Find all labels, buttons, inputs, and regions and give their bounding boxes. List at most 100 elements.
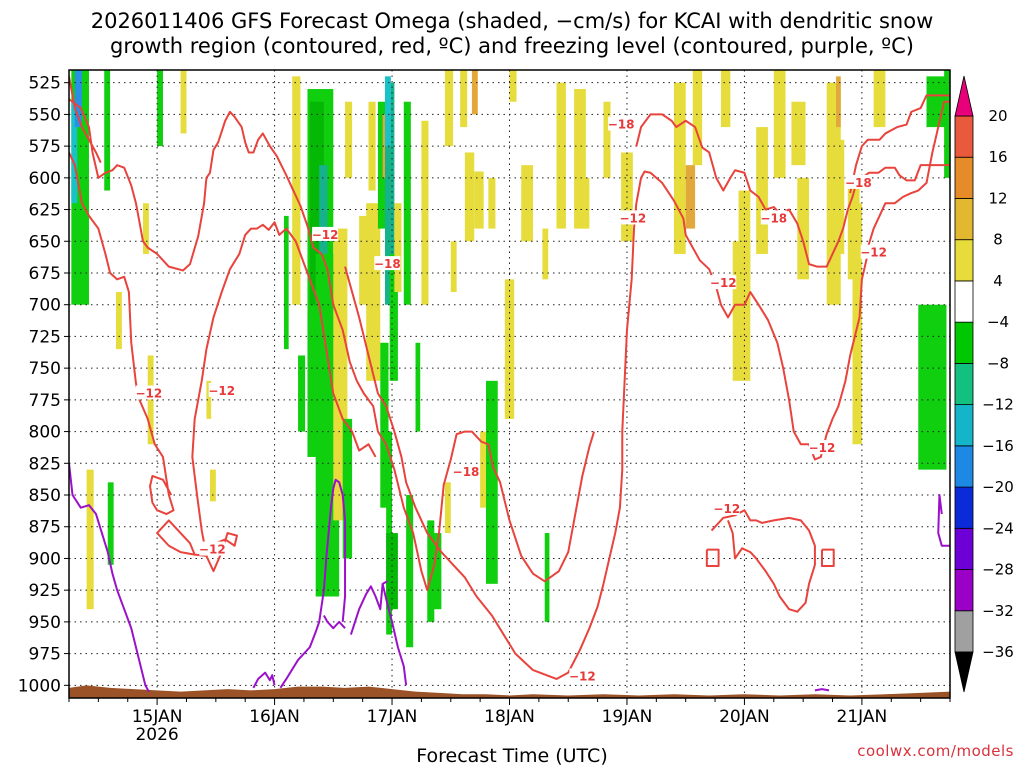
omega-shade-cell <box>104 70 111 191</box>
terrain-fill <box>69 685 950 698</box>
contour-label: −12 <box>710 276 737 290</box>
y-tick-label: 750 <box>29 359 61 379</box>
y-tick-label: 875 <box>29 518 61 538</box>
contour-label-bg <box>312 226 339 241</box>
contour-label: −12 <box>619 211 646 225</box>
colorbar-tick-label: −16 <box>982 437 1014 455</box>
omega-shade-cell <box>403 101 411 305</box>
contour-label-bg <box>135 385 162 400</box>
colorbar-tick-label: 16 <box>988 148 1007 166</box>
omega-shade-cell <box>345 101 353 178</box>
temperature-contours <box>69 76 950 693</box>
omega-shade-cell <box>298 355 306 432</box>
y-tick-label: 825 <box>29 454 61 474</box>
colorbar-tick-label: −32 <box>982 602 1014 620</box>
y-tick-label: 675 <box>29 264 61 284</box>
colorbar-cell <box>954 362 974 406</box>
y-tick-label: 925 <box>29 581 61 601</box>
y-tick-label: 700 <box>29 296 61 316</box>
omega-shade-cell <box>444 482 451 534</box>
omega-shade-cell <box>488 177 496 229</box>
contour-label: −12 <box>208 384 235 398</box>
freezing-level-contour-line <box>279 478 347 689</box>
x-tick-label: 15JAN <box>132 707 183 727</box>
freezing-level-contour-line <box>349 580 388 635</box>
colorbar-cell <box>954 445 974 488</box>
contour-label-bg <box>808 440 835 455</box>
contour-label: −12 <box>809 441 836 455</box>
colorbar-max-arrow <box>954 75 974 117</box>
contour-label-bg <box>760 210 787 225</box>
omega-shade-cell <box>504 279 515 419</box>
y-tick-label: 550 <box>29 105 61 125</box>
omega-shade-cell <box>107 482 114 565</box>
contour-label: −12 <box>199 543 226 557</box>
freezing-level-contour-line <box>323 615 346 630</box>
omega-shade-cell <box>480 431 487 508</box>
contour-labels: −12 −12 −12 −12 −18 −18 −18 −12 −12 −12 −18 −12 −12 −… <box>135 116 887 683</box>
omega-shade-cell <box>74 70 82 128</box>
omega-shade-cell <box>474 171 484 229</box>
x-tick-label: 18JAN <box>484 707 535 727</box>
contour-label: −18 <box>608 118 635 132</box>
omega-shading-layer <box>71 70 950 648</box>
x-tick-label: 20JAN <box>719 707 770 727</box>
omega-shade-cell <box>157 70 163 147</box>
contour-label-bg <box>860 244 887 259</box>
contour-label-bg <box>453 464 480 479</box>
y-tick-label: 900 <box>29 549 61 569</box>
omega-shade-cell <box>180 70 187 134</box>
dendritic-contour-line <box>849 94 950 194</box>
omega-shade-cell <box>544 533 550 622</box>
colorbar-tick-label: −36 <box>982 643 1014 661</box>
dendritic-contour-line <box>866 100 950 248</box>
x-tick-label: 17JAN <box>367 707 418 727</box>
colorbar-cell <box>954 280 974 323</box>
contour-label-bg <box>845 174 872 189</box>
dendritic-contour-line <box>635 113 950 268</box>
terrain-layer <box>69 685 950 698</box>
contour-label: −12 <box>860 246 887 260</box>
omega-shade-cell <box>521 165 533 242</box>
credit-text: coolwx.com/models <box>857 742 1014 760</box>
contour-label: −18 <box>453 465 480 479</box>
contour-label: −12 <box>135 387 162 401</box>
contour-label: −18 <box>374 257 401 271</box>
omega-shade-cell <box>509 70 517 102</box>
chart-title-line-2: growth region (contoured, red, ºC) and f… <box>110 34 914 58</box>
x-axis-title: Forecast Time (UTC) <box>416 745 608 767</box>
colorbar-cell <box>954 198 974 241</box>
dendritic-contour-line <box>156 221 377 573</box>
omega-shade-cell <box>673 82 686 254</box>
omega-shade-cell <box>283 215 289 350</box>
colorbar-tick-label: −20 <box>982 478 1014 496</box>
colorbar-tick-label: 4 <box>993 272 1003 290</box>
contour-label-bg <box>710 275 737 290</box>
omega-shade-cell <box>464 152 475 242</box>
colorbar-cell <box>954 321 974 364</box>
omega-shade-cell <box>384 82 395 305</box>
omega-shade-cell <box>773 70 786 178</box>
omega-shade-cell <box>86 469 94 610</box>
contour-label: −12 <box>713 502 740 516</box>
y-tick-label: 800 <box>29 423 61 443</box>
y-tick-label: 975 <box>29 645 61 665</box>
y-tick-label: 525 <box>29 74 61 94</box>
freezing-level-contour-line <box>69 463 150 693</box>
omega-shade-cell <box>486 380 498 584</box>
y-tick-label: 775 <box>29 391 61 411</box>
x-tick-label: 21JAN <box>837 707 888 727</box>
colorbar-cell <box>954 404 974 447</box>
omega-shade-cell <box>944 70 950 178</box>
omega-shade-cell <box>433 533 442 610</box>
omega-shade-cell <box>918 304 947 470</box>
omega-shade-cell <box>206 380 212 419</box>
contour-label-bg <box>619 210 646 225</box>
omega-shade-cell <box>603 101 611 178</box>
omega-shade-cell <box>692 70 703 166</box>
omega-shade-cell <box>415 342 421 432</box>
colorbar-tick-label: 12 <box>988 189 1007 207</box>
omega-shade-cell <box>394 203 402 293</box>
omega-shade-cell <box>319 165 328 280</box>
